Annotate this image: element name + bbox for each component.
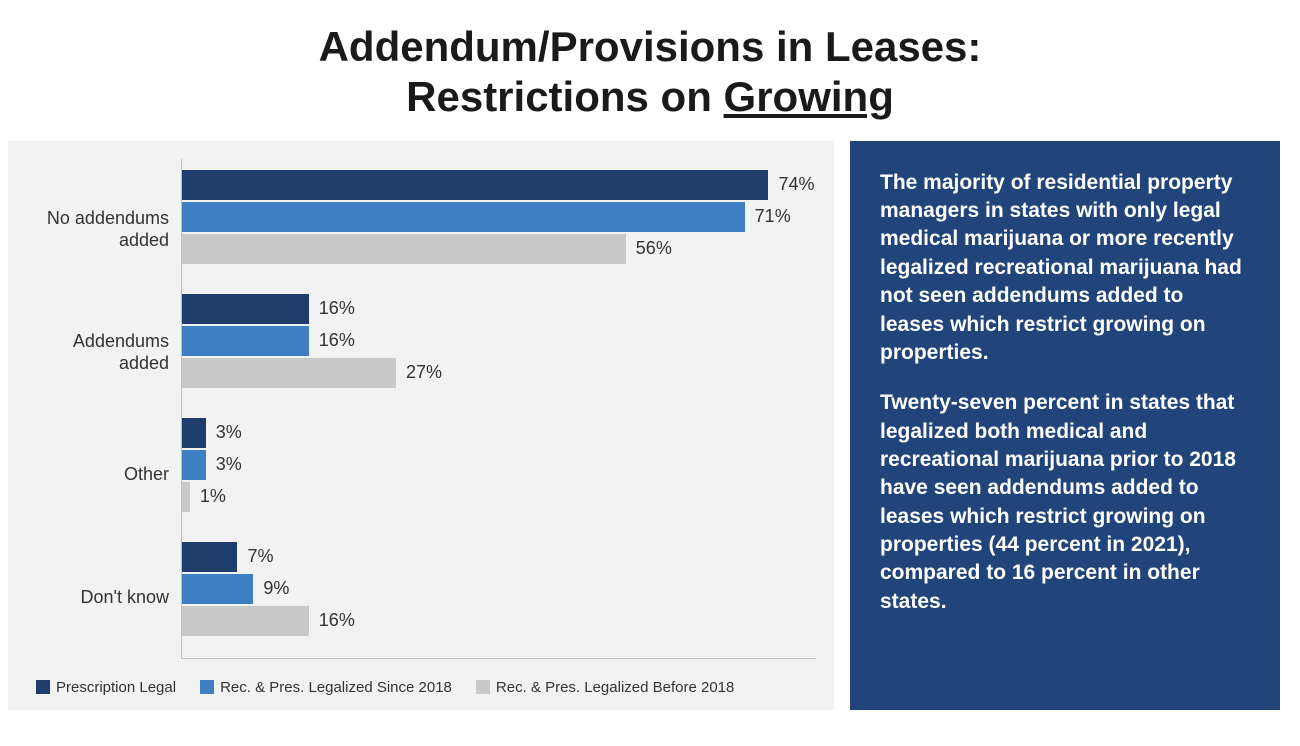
title-line-2-underlined: Growing [724, 73, 894, 120]
bar-row: 71% [182, 201, 816, 233]
bar [182, 482, 190, 512]
category-label: Other [26, 414, 181, 537]
bar-row: 56% [182, 233, 816, 265]
legend-swatch [200, 680, 214, 694]
bar-row: 16% [182, 325, 816, 357]
bar-value-label: 16% [319, 330, 355, 351]
chart-panel: No addendumsaddedAddendums addedOtherDon… [8, 141, 834, 710]
category-label: No addendumsadded [26, 169, 181, 292]
bar-value-label: 27% [406, 362, 442, 383]
bar-value-label: 16% [319, 610, 355, 631]
bar-group: 7% 9% 16% [182, 541, 816, 665]
bar-value-label: 16% [319, 298, 355, 319]
side-paragraph-2: Twenty-seven percent in states that lega… [880, 389, 1250, 616]
bar-row: 9% [182, 573, 816, 605]
bar [182, 234, 626, 264]
content-row: No addendumsaddedAddendums addedOtherDon… [0, 141, 1300, 710]
bar-row: 16% [182, 293, 816, 325]
legend-item: Prescription Legal [36, 679, 176, 696]
bar-value-label: 71% [755, 206, 791, 227]
legend-label: Prescription Legal [56, 679, 176, 696]
bar-row: 3% [182, 449, 816, 481]
bar [182, 202, 745, 232]
legend-swatch [36, 680, 50, 694]
bar-value-label: 3% [216, 454, 242, 475]
y-axis-labels: No addendumsaddedAddendums addedOtherDon… [26, 159, 181, 659]
bar [182, 294, 309, 324]
bars-region: 74% 71% 56% 16% 16% 27% 3% 3% 1% 7% 9% 16% [181, 159, 816, 659]
bar-row: 3% [182, 417, 816, 449]
bar-group: 3% 3% 1% [182, 417, 816, 541]
legend-swatch [476, 680, 490, 694]
bar-value-label: 3% [216, 422, 242, 443]
bar [182, 574, 253, 604]
legend-item: Rec. & Pres. Legalized Before 2018 [476, 679, 734, 696]
bar [182, 450, 206, 480]
bar-value-label: 7% [247, 546, 273, 567]
bar-group: 16% 16% 27% [182, 293, 816, 417]
bar [182, 358, 396, 388]
page-title-block: Addendum/Provisions in Leases: Restricti… [0, 0, 1300, 141]
side-text-panel: The majority of residential property man… [850, 141, 1280, 710]
page-title: Addendum/Provisions in Leases: Restricti… [0, 22, 1300, 123]
bar [182, 326, 309, 356]
bar-row: 7% [182, 541, 816, 573]
category-label: Addendums added [26, 291, 181, 414]
bar [182, 170, 768, 200]
title-line-2-prefix: Restrictions on [406, 73, 723, 120]
legend-label: Rec. & Pres. Legalized Before 2018 [496, 679, 734, 696]
chart-area: No addendumsaddedAddendums addedOtherDon… [26, 159, 816, 659]
bar-row: 16% [182, 605, 816, 637]
chart-legend: Prescription Legal Rec. & Pres. Legalized… [26, 679, 816, 696]
bar-row: 74% [182, 169, 816, 201]
bar-row: 1% [182, 481, 816, 513]
bar-group: 74% 71% 56% [182, 169, 816, 293]
bar-row: 27% [182, 357, 816, 389]
title-line-1: Addendum/Provisions in Leases: [319, 23, 982, 70]
bar [182, 418, 206, 448]
side-paragraph-1: The majority of residential property man… [880, 169, 1250, 367]
bar-value-label: 1% [200, 486, 226, 507]
bar [182, 606, 309, 636]
bar [182, 542, 237, 572]
bar-value-label: 9% [263, 578, 289, 599]
legend-item: Rec. & Pres. Legalized Since 2018 [200, 679, 452, 696]
legend-label: Rec. & Pres. Legalized Since 2018 [220, 679, 452, 696]
bar-value-label: 56% [636, 238, 672, 259]
bar-value-label: 74% [778, 174, 814, 195]
category-label: Don't know [26, 536, 181, 659]
